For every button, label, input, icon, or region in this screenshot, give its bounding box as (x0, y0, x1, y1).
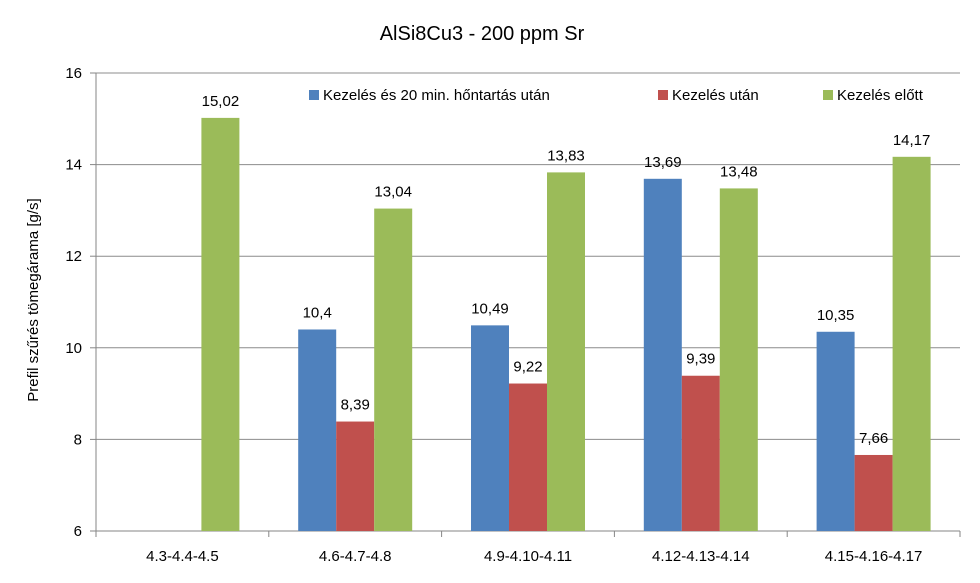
y-axis-label: Prefil szűrés tömegárama [g/s] (25, 198, 42, 401)
legend-swatch (309, 90, 319, 100)
data-label: 7,66 (859, 430, 888, 447)
bar (643, 178, 682, 531)
x-tick-label: 4.3-4.4-4.5 (146, 548, 219, 565)
y-tick-label: 10 (65, 340, 82, 357)
y-tick-label: 14 (65, 157, 82, 174)
data-labels: 15,02 10,4 8,39 13,04 10,49 9,22 13,83 13,69 9,3… (202, 93, 931, 447)
legend-swatch (823, 90, 833, 100)
y-tick-label: 8 (74, 431, 82, 448)
bar (892, 156, 931, 531)
data-label: 10,35 (817, 307, 855, 324)
bar (298, 329, 337, 531)
data-label: 9,39 (686, 351, 715, 368)
bar (336, 421, 375, 531)
bar (201, 117, 240, 531)
data-label: 13,04 (374, 184, 412, 201)
bar (854, 454, 893, 531)
legend: Kezelés és 20 min. hőntartás után Kezelés… (309, 87, 924, 104)
data-label: 10,49 (471, 300, 509, 317)
data-label: 15,02 (202, 93, 240, 110)
bar (374, 208, 413, 531)
legend-label: Kezelés előtt (837, 87, 924, 104)
gridlines (95, 72, 960, 532)
bar (719, 188, 758, 531)
x-axis-ticks: 4.3-4.4-4.5 4.6-4.7-4.8 4.9-4.10-4.11 4.12-… (95, 531, 961, 565)
y-tick-label: 12 (65, 248, 82, 265)
bars (201, 117, 931, 532)
x-tick-label: 4.12-4.13-4.14 (652, 548, 750, 565)
x-tick-label: 4.9-4.10-4.11 (484, 548, 572, 565)
data-label: 13,69 (644, 154, 682, 171)
data-label: 10,4 (303, 304, 332, 321)
data-label: 8,39 (341, 397, 370, 414)
data-label: 14,17 (893, 132, 931, 149)
bar (816, 331, 855, 531)
y-tick-label: 16 (65, 65, 82, 82)
legend-label: Kezelés után (672, 87, 759, 104)
y-axis-ticks: 6 8 10 12 14 16 (65, 65, 96, 540)
data-label: 13,83 (547, 147, 585, 164)
y-tick-label: 6 (74, 523, 82, 540)
x-tick-label: 4.15-4.16-4.17 (825, 548, 923, 565)
bar (471, 325, 509, 531)
legend-label: Kezelés és 20 min. hőntartás után (323, 87, 550, 104)
x-tick-label: 4.6-4.7-4.8 (319, 548, 392, 565)
legend-swatch (658, 90, 668, 100)
bar (547, 172, 585, 532)
data-label: 13,48 (720, 163, 758, 180)
bar (509, 383, 547, 531)
chart-title: AlSi8Cu3 - 200 ppm Sr (380, 23, 585, 45)
bar (681, 375, 720, 531)
data-label: 9,22 (513, 359, 542, 376)
